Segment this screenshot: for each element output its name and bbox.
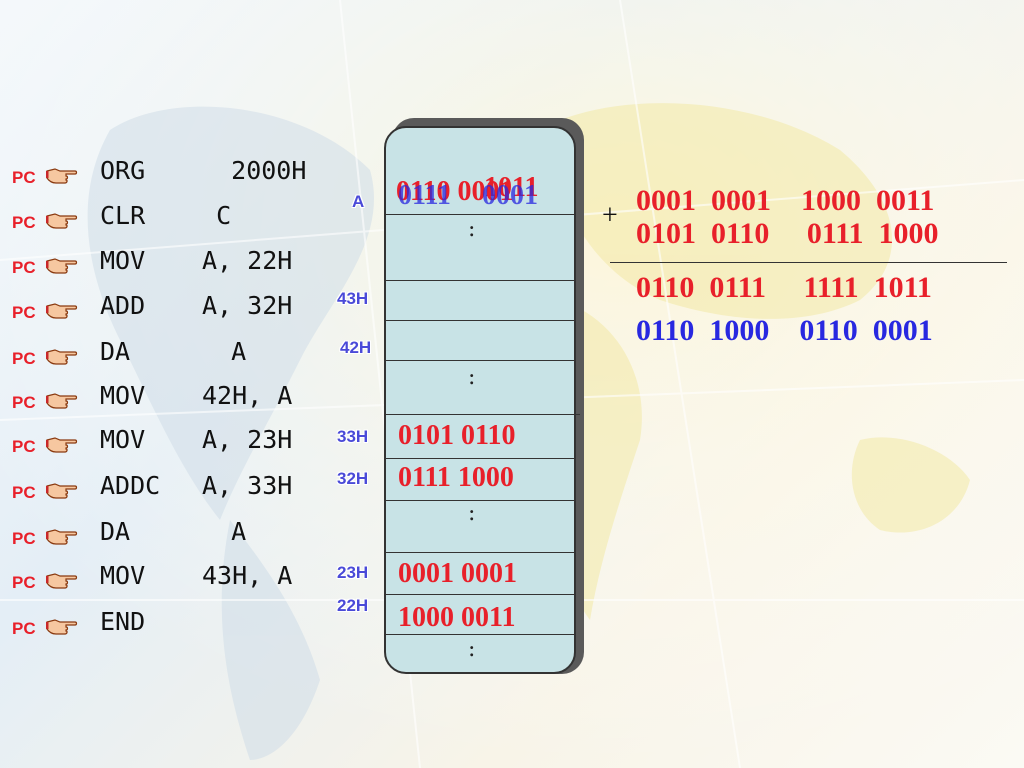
plus-sign: +: [602, 200, 618, 231]
instruction-op: CLR: [100, 201, 146, 230]
address-42h: 42H: [340, 338, 372, 357]
bcd-adjusted-sum: 0110 1000 0110 0001: [636, 314, 933, 347]
memory-divider: [386, 458, 574, 459]
pointing-hand-icon: [46, 483, 78, 499]
pointing-hand-icon: [46, 437, 78, 453]
ellipsis-dots: :: [468, 365, 476, 390]
instruction-args: C: [186, 201, 232, 230]
accumulator-value: 0111: [398, 180, 451, 211]
instruction-args: A, 33H: [202, 471, 293, 500]
memory-divider: [386, 280, 574, 281]
pc-label: PC: [12, 213, 36, 232]
pointing-hand-icon: [46, 573, 78, 589]
memory-value-32h: 0111 1000: [398, 462, 514, 493]
memory-value-23h: 0001 0001: [398, 558, 517, 589]
address-22h: 22H: [337, 596, 369, 615]
address-33h: 33H: [337, 427, 369, 446]
instruction-args: A: [186, 337, 247, 366]
ellipsis-dots: :: [468, 501, 476, 526]
instruction-op: MOV: [100, 561, 146, 590]
pointing-hand-icon: [46, 258, 78, 274]
instruction-args: A: [186, 517, 247, 546]
memory-value-22h: 1000 0011: [398, 602, 516, 633]
pc-label: PC: [12, 437, 36, 456]
ellipsis-dots: :: [468, 217, 476, 242]
memory-divider: [386, 214, 574, 215]
accumulator-value: 0001: [482, 180, 538, 211]
pointing-hand-icon: [46, 213, 78, 229]
pc-label: PC: [12, 258, 36, 277]
pointing-hand-icon: [46, 168, 78, 184]
instruction-op: ORG: [100, 156, 146, 185]
instruction-op: MOV: [100, 425, 146, 454]
address-43h: 43H: [337, 289, 369, 308]
instruction-args: A, 23H: [202, 425, 293, 454]
memory-divider: [386, 552, 574, 553]
binary-sum: 0110 0111 1111 1011: [636, 271, 932, 304]
pointing-hand-icon: [46, 619, 78, 635]
instruction-args: A, 22H: [202, 246, 293, 275]
addend-2: 0101 0110 0111 1000: [636, 217, 939, 250]
instruction-op: MOV: [100, 246, 146, 275]
memory-divider: [386, 500, 574, 501]
instruction-op: MOV: [100, 381, 146, 410]
pointing-hand-icon: [46, 349, 78, 365]
pointing-hand-icon: [46, 529, 78, 545]
addend-1: 0001 0001 1000 0011: [636, 184, 935, 217]
memory-divider: [386, 634, 574, 635]
pointing-hand-icon: [46, 393, 78, 409]
register-a-label: A: [352, 192, 365, 211]
instruction-op: ADDC: [100, 471, 161, 500]
pc-label: PC: [12, 573, 36, 592]
ellipsis-dots: :: [468, 637, 476, 662]
pc-label: PC: [12, 393, 36, 412]
instruction-op: DA: [100, 517, 131, 546]
memory-value-33h: 0101 0110: [398, 420, 516, 451]
instruction-args: 42H, A: [202, 381, 293, 410]
instruction-op: END: [100, 607, 146, 636]
pc-label: PC: [12, 168, 36, 187]
sum-rule: [610, 262, 1007, 263]
address-32h: 32H: [337, 469, 369, 488]
pc-label: PC: [12, 483, 36, 502]
pc-label: PC: [12, 529, 36, 548]
instruction-args: 43H, A: [202, 561, 293, 590]
instruction-op: ADD: [100, 291, 146, 320]
instruction-args: 2000H: [186, 156, 307, 185]
memory-divider: [386, 594, 574, 595]
pointing-hand-icon: [46, 303, 78, 319]
address-23h: 23H: [337, 563, 369, 582]
instruction-args: A, 32H: [202, 291, 293, 320]
pc-label: PC: [12, 303, 36, 322]
memory-divider: [386, 360, 574, 361]
accumulator-value: 1011: [484, 172, 539, 203]
pc-label: PC: [12, 619, 36, 638]
memory-column: : : : : 0110 0001 1011 0111 0001 0101 01…: [384, 126, 576, 674]
instruction-op: DA: [100, 337, 131, 366]
pc-label: PC: [12, 349, 36, 368]
memory-divider: [386, 320, 574, 321]
accumulator-value: 0110 0001: [396, 176, 514, 207]
memory-divider-extension: [384, 414, 580, 415]
